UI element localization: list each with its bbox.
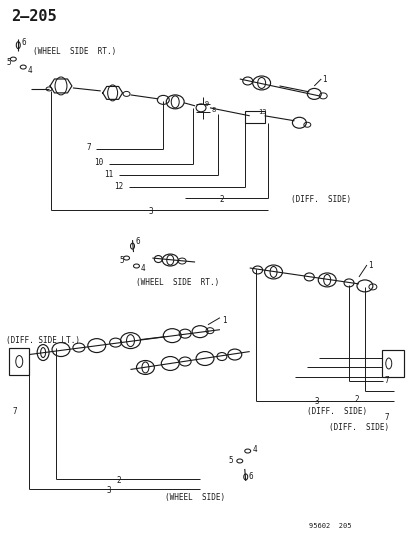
Text: 2: 2 [354,395,358,405]
Text: 6: 6 [21,38,26,47]
Text: 4: 4 [27,66,32,75]
Text: 2: 2 [116,476,121,485]
Text: 8: 8 [211,107,216,113]
Text: 5: 5 [228,456,232,465]
Text: (WHEEL  SIDE  RT.): (WHEEL SIDE RT.) [136,278,219,287]
Text: 95602  205: 95602 205 [309,523,351,529]
Bar [9,348,29,375]
Bar [381,350,403,377]
Text: (WHEEL  SIDE): (WHEEL SIDE) [165,493,225,502]
Text: 13: 13 [257,109,266,115]
Text: 7: 7 [86,143,90,152]
Text: (DIFF.  SIDE): (DIFF. SIDE) [328,423,388,432]
Text: 9: 9 [204,101,209,107]
Text: (DIFF.  SIDE): (DIFF. SIDE) [291,196,351,204]
Text: 5: 5 [119,256,124,265]
Text: (DIFF.  SIDE): (DIFF. SIDE) [306,407,367,416]
Text: (DIFF. SIDE LT.): (DIFF. SIDE LT.) [6,336,80,345]
Text: 6: 6 [135,237,140,246]
Text: 1: 1 [321,75,326,84]
Bar [244,111,264,123]
Text: 5: 5 [6,58,11,67]
Text: 4: 4 [140,264,145,273]
Text: 10: 10 [94,158,103,167]
Text: 1: 1 [221,316,226,325]
Text: (WHEEL  SIDE  RT.): (WHEEL SIDE RT.) [33,47,116,56]
Text: 3: 3 [314,397,319,406]
Text: 2–205: 2–205 [11,10,57,25]
Text: 7: 7 [13,407,18,416]
Text: 11: 11 [104,170,113,179]
Text: 7: 7 [384,376,389,385]
Text: 6: 6 [248,472,253,481]
Text: 4: 4 [252,445,257,454]
Text: 3: 3 [148,207,152,216]
Text: 12: 12 [114,182,123,191]
Text: 1: 1 [367,261,372,270]
Text: 7: 7 [384,413,389,422]
Text: 2: 2 [219,196,224,204]
Text: 3: 3 [106,486,111,495]
